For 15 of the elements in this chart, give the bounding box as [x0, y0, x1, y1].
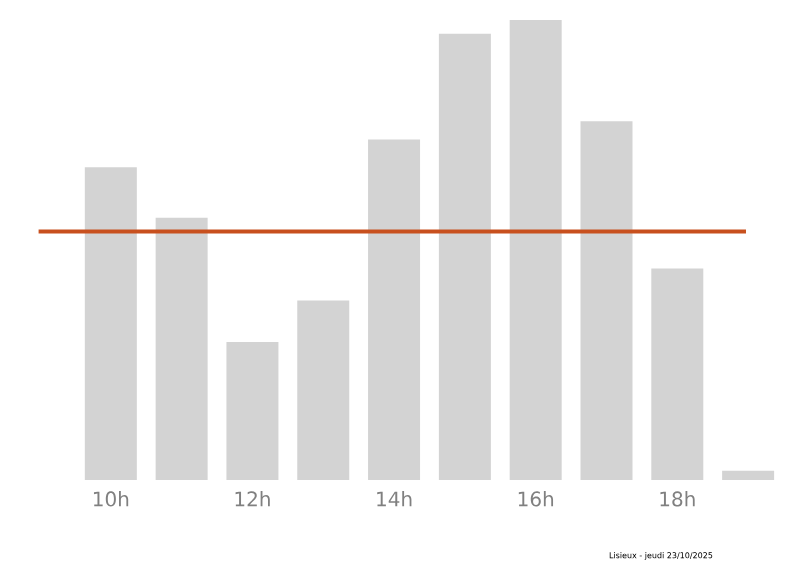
- bar: [438, 33, 491, 480]
- x-tick-label: 18h: [660, 491, 695, 507]
- bar: [651, 268, 704, 480]
- bar: [509, 19, 562, 480]
- bar: [580, 121, 633, 480]
- bar: [297, 300, 350, 480]
- bar: [155, 217, 208, 480]
- x-tick-label: 10h: [93, 491, 129, 507]
- bar: [368, 139, 421, 480]
- x-tick-label: 16h: [518, 491, 554, 507]
- x-tick-label: 12h: [235, 491, 270, 507]
- bar: [84, 167, 137, 480]
- bar: [722, 470, 775, 480]
- bar: [226, 341, 279, 480]
- x-tick-label: 14h: [377, 491, 412, 507]
